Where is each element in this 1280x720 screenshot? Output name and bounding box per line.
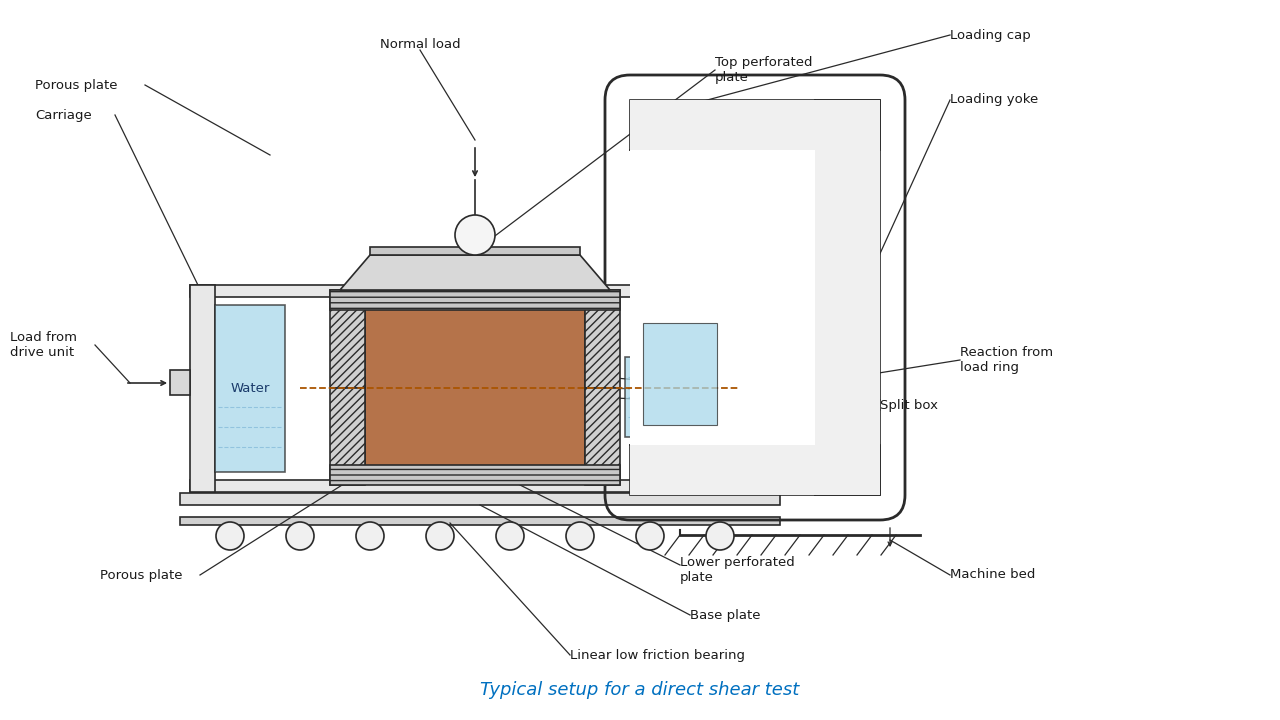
Bar <box>815 100 881 495</box>
Bar <box>630 445 881 495</box>
Bar <box>630 150 815 445</box>
Bar <box>755 285 780 492</box>
Bar <box>170 370 189 395</box>
Text: Loading cap: Loading cap <box>950 29 1030 42</box>
Bar <box>625 357 675 437</box>
Bar <box>189 480 780 492</box>
Bar <box>640 320 719 430</box>
Bar <box>630 100 881 155</box>
Circle shape <box>356 522 384 550</box>
Circle shape <box>636 522 664 550</box>
Circle shape <box>216 522 244 550</box>
Circle shape <box>497 522 524 550</box>
Bar <box>180 517 780 525</box>
Text: Porous plate: Porous plate <box>35 78 118 91</box>
Text: Top perforated
plate: Top perforated plate <box>716 56 813 84</box>
Bar <box>630 100 881 150</box>
Text: Load from
drive unit: Load from drive unit <box>10 331 77 359</box>
Bar <box>330 290 620 310</box>
Circle shape <box>566 522 594 550</box>
Text: Linear low friction bearing: Linear low friction bearing <box>570 649 745 662</box>
Text: Machine bed: Machine bed <box>950 569 1036 582</box>
Bar <box>330 465 620 485</box>
Bar <box>630 150 815 445</box>
Circle shape <box>707 522 733 550</box>
Bar <box>643 323 717 425</box>
Circle shape <box>285 522 314 550</box>
Text: Reaction from
load ring: Reaction from load ring <box>960 346 1053 374</box>
Circle shape <box>454 215 495 255</box>
Bar <box>330 290 365 388</box>
Bar <box>189 285 215 492</box>
Text: Lower perforated
plate: Lower perforated plate <box>680 556 795 584</box>
Text: Water: Water <box>230 382 270 395</box>
Bar <box>365 305 585 470</box>
Bar <box>370 247 580 255</box>
Bar <box>215 305 285 472</box>
Bar <box>585 388 620 485</box>
Bar <box>189 285 780 297</box>
Circle shape <box>426 522 454 550</box>
Text: Carriage: Carriage <box>35 109 92 122</box>
Text: Base plate: Base plate <box>690 608 760 621</box>
Text: Split box: Split box <box>881 398 938 412</box>
Bar <box>180 493 780 505</box>
Text: Loading yoke: Loading yoke <box>950 94 1038 107</box>
Bar <box>630 445 881 495</box>
Bar <box>585 290 620 388</box>
Bar <box>765 368 785 408</box>
Polygon shape <box>340 255 611 290</box>
Text: Porous plate: Porous plate <box>100 569 183 582</box>
Text: Normal load: Normal load <box>380 38 461 52</box>
Bar <box>815 100 881 495</box>
Text: Typical setup for a direct shear test: Typical setup for a direct shear test <box>480 681 800 699</box>
Bar <box>330 388 365 485</box>
